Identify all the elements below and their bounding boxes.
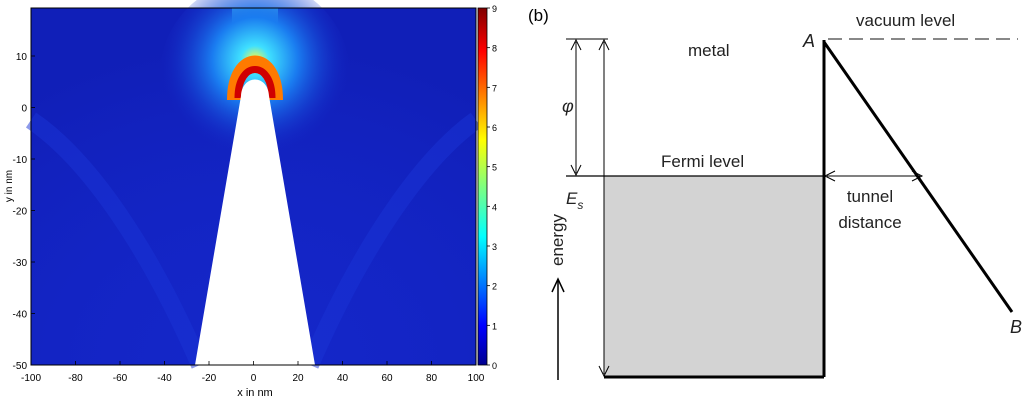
point-a-label: A [802, 31, 815, 51]
y-tick-label: -30 [13, 258, 28, 269]
es-label: Es [566, 189, 583, 212]
y-tick-label: -40 [13, 310, 28, 321]
tip-ring-orange [227, 55, 283, 101]
metal-label: metal [688, 41, 730, 60]
colorbar-tick-label: 5 [492, 163, 497, 173]
x-tick-label: -40 [157, 373, 172, 384]
tunnel-arrowhead-left [823, 170, 836, 182]
x-tick-label: 100 [468, 373, 485, 384]
point-b-label: B [1010, 317, 1022, 337]
x-tick-label: -60 [113, 373, 128, 384]
colorbar-tick-label: 2 [492, 282, 497, 292]
distance-label: distance [838, 213, 901, 232]
fermi-sea [604, 176, 824, 377]
y-axis-label: y in nm [4, 170, 15, 202]
colorbar-tick-label: 4 [492, 202, 497, 212]
colorbar-ticks: 9 8 7 6 5 4 3 2 1 0 [487, 4, 497, 371]
y-tick-label: -50 [13, 361, 28, 372]
x-tick-label: -80 [68, 373, 83, 384]
y-tick-label: 10 [16, 52, 28, 63]
colorbar-tick-label: 0 [492, 361, 497, 371]
x-tick-label: 20 [292, 373, 304, 384]
x-tick-label: 40 [337, 373, 349, 384]
x-axis-label: x in nm [237, 387, 272, 399]
panel-b: metal vacuum level Fermi level φ Es A B … [548, 11, 1022, 380]
depth-arrowhead-bottom [598, 365, 610, 378]
panel-a-label: (a) [6, 6, 27, 25]
field-contour-right [301, 112, 482, 369]
x-tick-label: 60 [381, 373, 393, 384]
phi-arrowhead-bottom [570, 164, 582, 177]
field-contour-left [25, 112, 209, 369]
colorbar-tick-label: 1 [492, 321, 497, 331]
es-main: E [566, 189, 578, 208]
tunnel-arrowhead-right [911, 170, 924, 182]
colorbar-tick-label: 3 [492, 242, 497, 252]
depth-arrowhead-top [598, 38, 610, 51]
es-subscript: s [577, 198, 583, 212]
phi-label: φ [562, 96, 574, 116]
tunnel-label: tunnel [847, 187, 893, 206]
y-tick-label: 0 [21, 104, 27, 115]
x-tick-label: -100 [21, 373, 41, 384]
vacuum-level-label: vacuum level [856, 11, 955, 30]
metal-tip [195, 79, 315, 365]
energy-label: energy [548, 214, 567, 266]
colorbar-tick-label: 9 [492, 4, 497, 14]
colorbar-tick-label: 6 [492, 123, 497, 133]
tip-ring-red [234, 66, 276, 99]
fermi-level-label: Fermi level [661, 152, 744, 171]
x-tick-label: 80 [426, 373, 438, 384]
phi-arrowhead-top [570, 38, 582, 51]
panel-b-label: (b) [528, 6, 549, 25]
y-tick-label: -20 [13, 207, 28, 218]
energy-arrowhead [551, 277, 565, 293]
colorbar-tick-label: 7 [492, 83, 497, 93]
y-ticks: 10 0 -10 -20 -30 -40 -50 [13, 52, 35, 372]
y-tick-label: -10 [13, 155, 28, 166]
x-tick-label: -20 [202, 373, 217, 384]
colorbar [477, 7, 488, 366]
x-tick-label: 0 [251, 373, 257, 384]
colorbar-tick-label: 8 [492, 44, 497, 54]
barrier-line [822, 41, 1014, 313]
x-ticks: -100 -80 -60 -40 -20 0 20 40 60 80 100 [21, 361, 485, 384]
